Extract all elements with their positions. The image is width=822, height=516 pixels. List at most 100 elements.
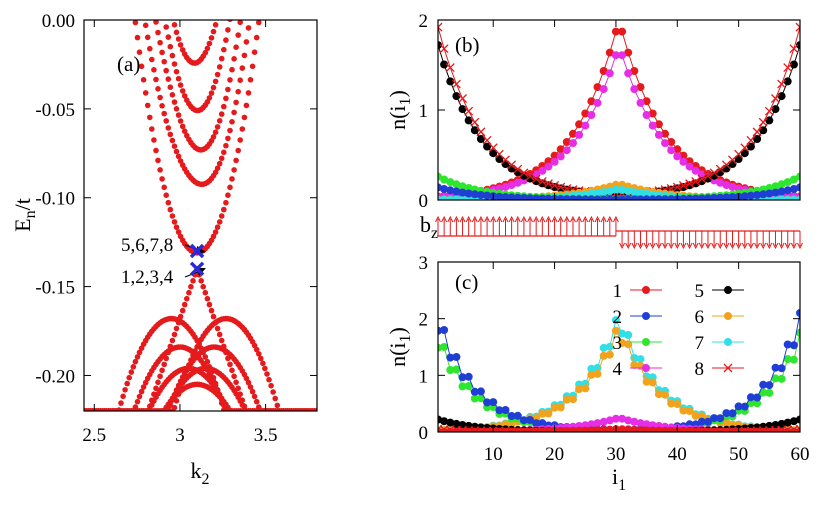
band-point (229, 176, 235, 182)
x-tick-label: 3.5 (254, 425, 278, 446)
point-2 (777, 187, 786, 196)
point-7 (789, 195, 798, 200)
point-1 (648, 109, 657, 118)
point-2 (746, 191, 755, 200)
band-point (249, 388, 256, 395)
band-point (225, 86, 231, 93)
band-point (169, 52, 176, 59)
band-point (266, 376, 272, 383)
band-point (167, 131, 174, 138)
band-point (206, 40, 213, 47)
band-point (218, 55, 225, 62)
band-point (223, 95, 229, 102)
legend-marker-3 (642, 338, 650, 346)
point-2 (458, 373, 467, 382)
panel-c-xlabel: i1 (612, 464, 626, 494)
point-2 (538, 194, 547, 200)
band-point (212, 319, 219, 326)
point-5 (796, 415, 800, 424)
point-5 (458, 105, 467, 114)
band-point (157, 373, 163, 380)
point-2 (630, 195, 639, 200)
point-2 (446, 353, 455, 362)
point-2 (501, 406, 510, 414)
point-2 (783, 340, 792, 349)
x-tick-label: 10 (484, 444, 503, 465)
point-3 (458, 382, 467, 391)
point-2 (654, 195, 663, 200)
point-3 (470, 394, 479, 403)
band-point (245, 90, 252, 96)
band-point (212, 229, 219, 235)
point-6 (691, 411, 700, 420)
point-4 (550, 157, 559, 166)
point-2 (513, 193, 522, 200)
point-8 (770, 94, 780, 103)
band-point (210, 233, 217, 240)
band-point (190, 278, 196, 284)
band-point (216, 331, 223, 338)
point-3 (759, 388, 768, 397)
band-point (163, 67, 169, 74)
bz-down-arrowhead (631, 242, 638, 250)
series-line-5 (438, 44, 800, 195)
point-1 (575, 120, 584, 129)
band-point (253, 346, 260, 353)
point-1 (587, 97, 596, 106)
point-8 (715, 164, 725, 174)
bz-up-arrowhead (545, 215, 552, 223)
band-point (229, 119, 235, 125)
bz-up-arrowhead (471, 215, 478, 223)
bz-down-arrowhead (729, 242, 736, 250)
band-point (149, 126, 155, 132)
point-6 (673, 400, 682, 408)
point-4 (691, 166, 700, 175)
bz-up-arrowhead (600, 215, 607, 223)
panel-a-band-points (84, 20, 317, 411)
band-point (155, 86, 161, 92)
bz-up-arrowhead (496, 215, 503, 223)
point-5 (697, 177, 706, 186)
point-2 (722, 193, 731, 200)
legend-marker-8 (723, 363, 733, 373)
band-point (173, 325, 180, 332)
point-1 (667, 138, 676, 146)
band-point (253, 34, 260, 41)
point-5 (789, 60, 798, 69)
band-point (216, 160, 223, 167)
band-point (264, 371, 270, 377)
bz-down-arrowhead (698, 242, 705, 250)
point-3 (765, 184, 774, 192)
point-8 (746, 426, 756, 432)
band-point (177, 82, 184, 88)
panel-c-ticks: 0 1 2 3 10 20 30 40 50 60 (419, 253, 810, 465)
point-4 (513, 178, 522, 187)
point-2 (464, 372, 473, 381)
band-point (221, 149, 227, 156)
series-line-8 (438, 26, 800, 194)
band-point (247, 77, 254, 83)
band-point (214, 71, 221, 78)
point-2 (789, 185, 798, 193)
band-point (231, 167, 237, 173)
point-7 (777, 195, 786, 200)
point-2 (446, 186, 455, 195)
point-2 (519, 194, 528, 200)
point-7 (593, 363, 602, 372)
band-point (126, 374, 132, 381)
point-2 (740, 192, 749, 200)
x-tick-label: 50 (729, 444, 748, 465)
bz-down-arrowhead (754, 242, 760, 250)
legend-label-7: 7 (695, 333, 705, 354)
point-4 (716, 178, 725, 187)
band-point (227, 77, 233, 83)
y-tick-label: 1 (419, 101, 429, 122)
point-2 (575, 195, 584, 200)
point-7 (446, 195, 455, 200)
point-6 (599, 351, 608, 360)
band-point (231, 56, 237, 62)
point-4 (599, 85, 608, 94)
band-point (175, 153, 182, 160)
panel-c-series (438, 309, 800, 432)
point-2 (771, 363, 780, 372)
